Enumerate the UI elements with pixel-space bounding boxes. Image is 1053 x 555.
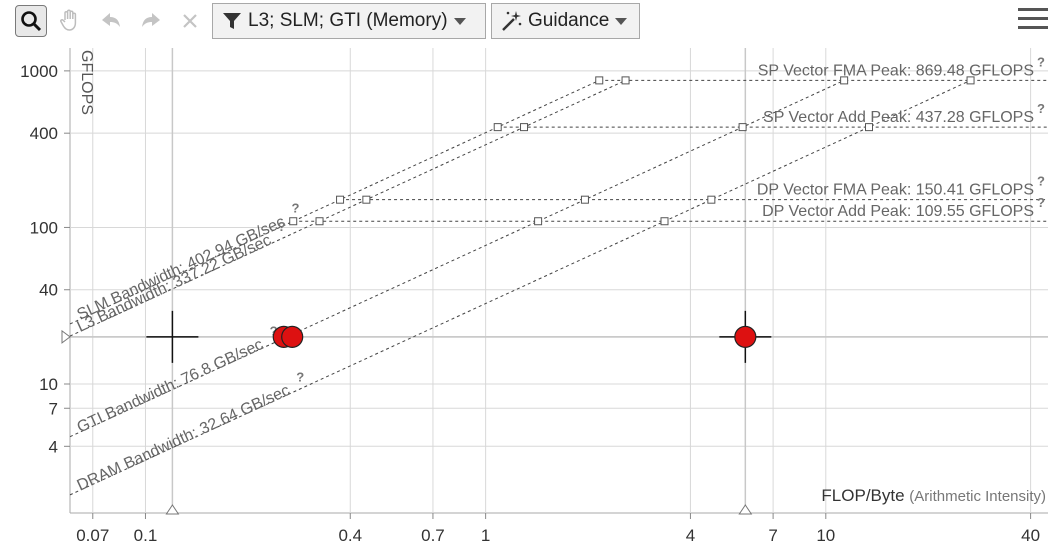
menu-button[interactable]	[1018, 8, 1048, 34]
y-tick-label: 7	[49, 399, 58, 418]
x-position-marker	[165, 504, 180, 515]
ridge-marker	[966, 76, 975, 85]
x-tick-label: 4	[686, 526, 695, 545]
toolbar: L3; SLM; GTI (Memory) Guidance	[0, 0, 1053, 42]
compute-roof-label: DP Vector Add Peak: 109.55 GFLOPS	[762, 203, 1034, 220]
undo-icon[interactable]	[99, 9, 123, 33]
ridge-marker	[315, 217, 324, 226]
compute-roof-label: DP Vector FMA Peak: 150.41 GFLOPS	[757, 182, 1034, 199]
ticks: 0.07 0.1 0.4 0.7 1 4 7 10 40 1000 400 100 40 10 7 4	[20, 62, 1040, 545]
help-icon[interactable]: ?	[1037, 101, 1045, 116]
x-axis-label-main: FLOP/Byte	[821, 486, 904, 505]
ridge-marker	[493, 123, 502, 132]
y-tick-label: 10	[39, 375, 58, 394]
memory-roof-line	[69, 79, 600, 325]
help-icon[interactable]: ?	[296, 369, 304, 384]
filter-icon	[223, 13, 241, 29]
ridge-marker	[289, 217, 298, 226]
redo-icon[interactable]	[139, 9, 163, 33]
data-point[interactable]	[734, 325, 757, 348]
ridge-marker	[621, 76, 630, 85]
guidance-dropdown[interactable]: Guidance	[491, 3, 640, 39]
help-icon[interactable]: ?	[270, 323, 278, 338]
ridge-marker	[580, 195, 589, 204]
y-tick-label: 4	[49, 437, 58, 456]
x-tick-label: 0.07	[76, 526, 109, 545]
search-button[interactable]	[15, 5, 47, 37]
data-point[interactable]	[281, 325, 304, 348]
x-axis-label: FLOP/Byte (Arithmetic Intensity)	[821, 486, 1046, 505]
x-tick-label: 0.7	[421, 526, 445, 545]
x-tick-label: 1	[481, 526, 490, 545]
ridge-marker	[840, 76, 849, 85]
y-axis-label: GFLOPS	[78, 50, 95, 115]
help-icon[interactable]: ?	[291, 201, 299, 216]
points[interactable]	[146, 310, 772, 363]
chevron-down-icon	[453, 17, 466, 25]
x-tick-label: 0.1	[134, 526, 158, 545]
memory-roof-label: DRAM Bandwidth: 32.64 GB/sec	[75, 382, 293, 494]
ridge-marker	[738, 123, 747, 132]
filter-dropdown[interactable]: L3; SLM; GTI (Memory)	[212, 3, 486, 39]
wand-icon	[502, 11, 522, 31]
ridge-marker	[595, 76, 604, 85]
x-tick-label: 0.4	[338, 526, 362, 545]
compute-roof-label: SP Vector FMA Peak: 869.48 GFLOPS	[758, 62, 1034, 79]
x-axis-label-note: (Arithmetic Intensity)	[909, 488, 1046, 505]
y-tick-label: 400	[30, 124, 58, 143]
help-icon[interactable]: ?	[1037, 54, 1045, 69]
ridge-marker	[362, 195, 371, 204]
x-tick-label: 10	[816, 526, 835, 545]
chevron-down-icon	[615, 17, 628, 25]
pan-icon[interactable]	[58, 8, 82, 32]
memory-roof-line	[69, 79, 845, 438]
roofs	[69, 76, 1048, 496]
grid	[69, 48, 1048, 514]
svg-text:FLOP/Byte (Arithmetic In: FLOP/Byte (Arithmetic Intensity)	[821, 486, 1046, 505]
y-tick-label: 100	[30, 218, 58, 237]
ridge-marker	[520, 123, 529, 132]
filter-label: L3; SLM; GTI (Memory)	[248, 10, 448, 31]
x-tick-label: 40	[1021, 526, 1040, 545]
roof-labels: SP Vector FMA Peak: 869.48 GFLOPS?SP Vec…	[75, 54, 1045, 494]
roofline-chart[interactable]: SP Vector FMA Peak: 869.48 GFLOPS?SP Vec…	[0, 42, 1053, 555]
y-position-marker	[61, 329, 71, 344]
ridge-marker	[660, 217, 669, 226]
ridge-marker	[336, 195, 345, 204]
ridge-marker	[534, 217, 543, 226]
y-tick-label: 1000	[20, 62, 58, 81]
help-icon[interactable]: ?	[1037, 174, 1045, 189]
ridge-marker	[865, 123, 874, 132]
clear-icon[interactable]	[178, 9, 202, 33]
memory-roof-label: L3 Bandwidth: 337.22 GB/sec	[75, 232, 274, 336]
ridge-marker	[707, 195, 716, 204]
x-tick-label: 7	[768, 526, 777, 545]
x-position-marker	[738, 504, 753, 515]
search-icon	[21, 11, 42, 32]
help-icon[interactable]: ?	[278, 219, 286, 234]
compute-roof-label: SP Vector Add Peak: 437.28 GFLOPS	[763, 109, 1034, 126]
y-tick-label: 40	[39, 281, 58, 300]
menu-icon	[1018, 8, 1048, 29]
help-icon[interactable]: ?	[1037, 195, 1045, 210]
guidance-label: Guidance	[528, 10, 610, 31]
